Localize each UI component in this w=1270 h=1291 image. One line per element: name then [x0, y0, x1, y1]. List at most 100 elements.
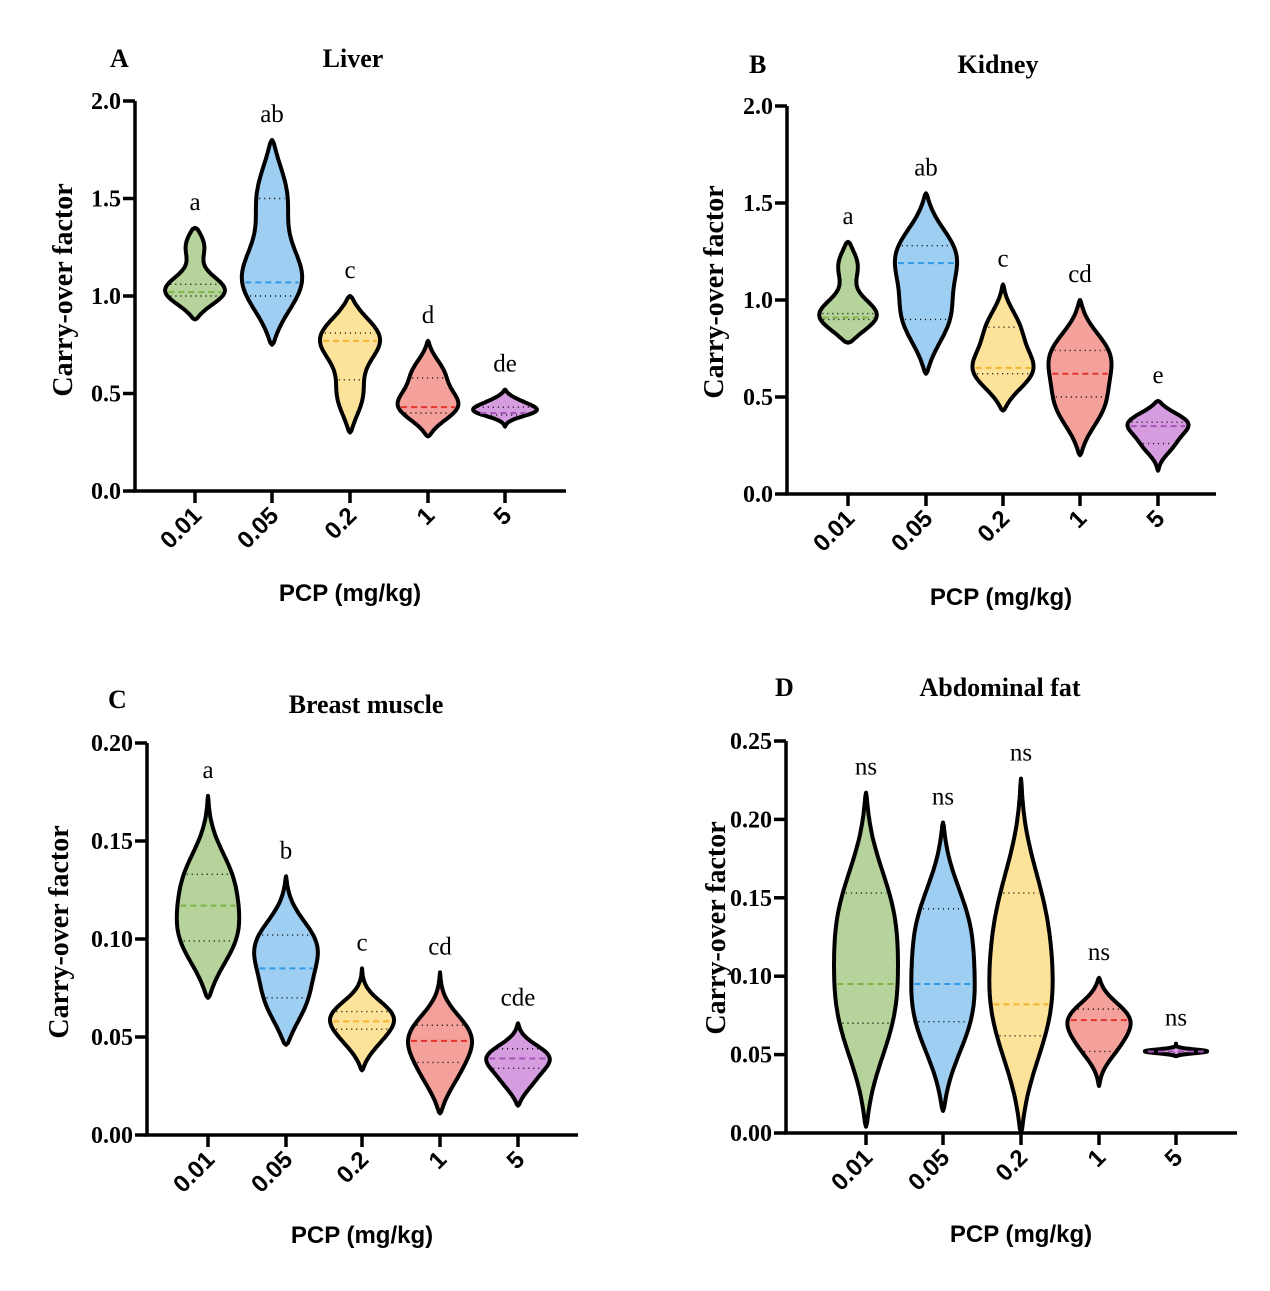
significance-label: e [1152, 362, 1163, 389]
significance-label: ns [1088, 939, 1110, 966]
violin-5: ns [1142, 1005, 1210, 1059]
violin-body [484, 1021, 552, 1108]
y-tick-label: 0.00 [91, 1123, 133, 1149]
panel-a: A Liver Carry-over factor PCP (mg/kg) 0.… [48, 44, 566, 607]
y-tick-label: 1.5 [743, 191, 773, 217]
x-axis-label: PCP (mg/kg) [950, 1221, 1092, 1248]
panel-letter: A [110, 44, 129, 73]
violin-body [1142, 1041, 1210, 1059]
significance-label: b [280, 837, 293, 864]
violin-5: cde [484, 984, 552, 1108]
violin-0.05: ab [239, 101, 305, 347]
plot-area: 0.0 0.5 1.0 1.5 2.0 0.01 0.05 0.2 1 5 a ab c cd e [743, 94, 1216, 557]
significance-label: c [344, 257, 355, 284]
violin-body [471, 387, 539, 429]
x-tick-label: 0.2 [320, 502, 363, 545]
x-tick-label: 0.01 [155, 502, 207, 554]
violin-0.01: a [817, 203, 879, 345]
plot-area: 0.0 0.5 1.0 1.5 2.0 0.01 0.05 0.2 1 5 a ab c d de [91, 89, 566, 554]
x-tick-label: 1 [412, 502, 441, 531]
violin-0.01: a [174, 757, 242, 1000]
violin-1: cd [406, 933, 474, 1116]
y-axis-label: Carry-over factor [699, 185, 730, 398]
y-tick-label: 0.0 [91, 479, 121, 505]
violin-0.2: ns [987, 740, 1055, 1135]
violin-body [909, 820, 977, 1113]
y-axis-label: Carry-over factor [48, 183, 79, 396]
violin-0.01: ns [832, 754, 900, 1129]
violin-0.05: ns [909, 784, 977, 1113]
plot-area: 0.00 0.05 0.10 0.15 0.20 0.25 0.01 0.05 0.2 1 5 ns n… [730, 729, 1237, 1196]
panel-letter: B [749, 50, 766, 79]
y-tick-label: 1.0 [91, 284, 121, 310]
significance-label: c [356, 929, 367, 956]
x-tick-label: 0.2 [332, 1146, 375, 1189]
x-axis-label: PCP (mg/kg) [279, 580, 421, 607]
y-tick-label: 0.10 [730, 964, 772, 990]
violin-body [395, 338, 461, 439]
significance-label: a [189, 189, 200, 216]
x-tick-label: 0.05 [246, 1146, 298, 1198]
y-tick-label: 0.15 [91, 829, 133, 855]
y-tick-label: 0.20 [91, 731, 133, 757]
x-axis-label: PCP (mg/kg) [930, 584, 1072, 611]
significance-label: a [202, 757, 213, 784]
violin-body [892, 191, 960, 376]
violin-0.05: b [252, 837, 320, 1047]
y-tick-label: 2.0 [743, 94, 773, 120]
significance-label: ns [855, 754, 877, 781]
significance-label: ab [260, 101, 284, 128]
violin-body [174, 793, 242, 1000]
violin-body [239, 138, 305, 347]
x-tick-label: 0.05 [232, 502, 284, 554]
significance-label: ns [1165, 1005, 1187, 1032]
x-tick-label: 0.2 [991, 1144, 1034, 1187]
violin-body [817, 239, 879, 345]
violin-body [970, 282, 1036, 413]
chart-title: Liver [323, 44, 384, 73]
y-tick-label: 0.0 [743, 482, 773, 508]
y-tick-label: 1.0 [743, 288, 773, 314]
violin-body [318, 294, 382, 435]
violin-body [1125, 398, 1191, 473]
y-tick-label: 1.5 [91, 187, 121, 213]
x-tick-label: 5 [489, 502, 518, 531]
x-tick-label: 0.05 [903, 1144, 955, 1196]
x-tick-label: 0.01 [808, 505, 860, 557]
violin-5: de [471, 351, 539, 429]
significance-label: cd [428, 933, 452, 960]
y-tick-label: 0.00 [730, 1121, 772, 1147]
y-tick-label: 0.5 [91, 382, 121, 408]
x-tick-label: 0.01 [168, 1146, 220, 1198]
violin-body [406, 970, 474, 1116]
y-tick-label: 0.15 [730, 886, 772, 912]
violin-body [328, 966, 396, 1073]
violin-body [987, 776, 1055, 1135]
x-tick-label: 1 [1083, 1144, 1112, 1173]
violin-0.2: c [318, 257, 382, 435]
violin-body [1065, 975, 1133, 1088]
violin-body [163, 225, 227, 322]
y-tick-label: 0.05 [730, 1043, 772, 1069]
panel-c: C Breast muscle Carry-over factor PCP (m… [44, 685, 578, 1249]
y-tick-label: 0.5 [743, 385, 773, 411]
x-tick-label: 5 [502, 1146, 531, 1175]
violin-0.05: ab [892, 154, 960, 376]
panel-letter: C [108, 685, 127, 714]
panel-d: D Abdominal fat Carry-over factor PCP (m… [701, 673, 1237, 1248]
violin-body [832, 790, 900, 1129]
violin-0.2: c [970, 245, 1036, 413]
significance-label: ab [914, 154, 938, 181]
x-tick-label: 5 [1160, 1144, 1189, 1173]
violin-5: e [1125, 362, 1191, 473]
significance-label: ns [932, 784, 954, 811]
significance-label: cde [501, 984, 536, 1011]
panel-b: B Kidney Carry-over factor PCP (mg/kg) 0… [699, 50, 1216, 611]
chart-title: Kidney [958, 50, 1039, 79]
significance-label: a [842, 203, 853, 230]
y-axis-label: Carry-over factor [701, 821, 732, 1034]
panel-letter: D [775, 673, 794, 702]
chart-title: Breast muscle [289, 690, 444, 719]
violin-1: cd [1046, 261, 1114, 458]
